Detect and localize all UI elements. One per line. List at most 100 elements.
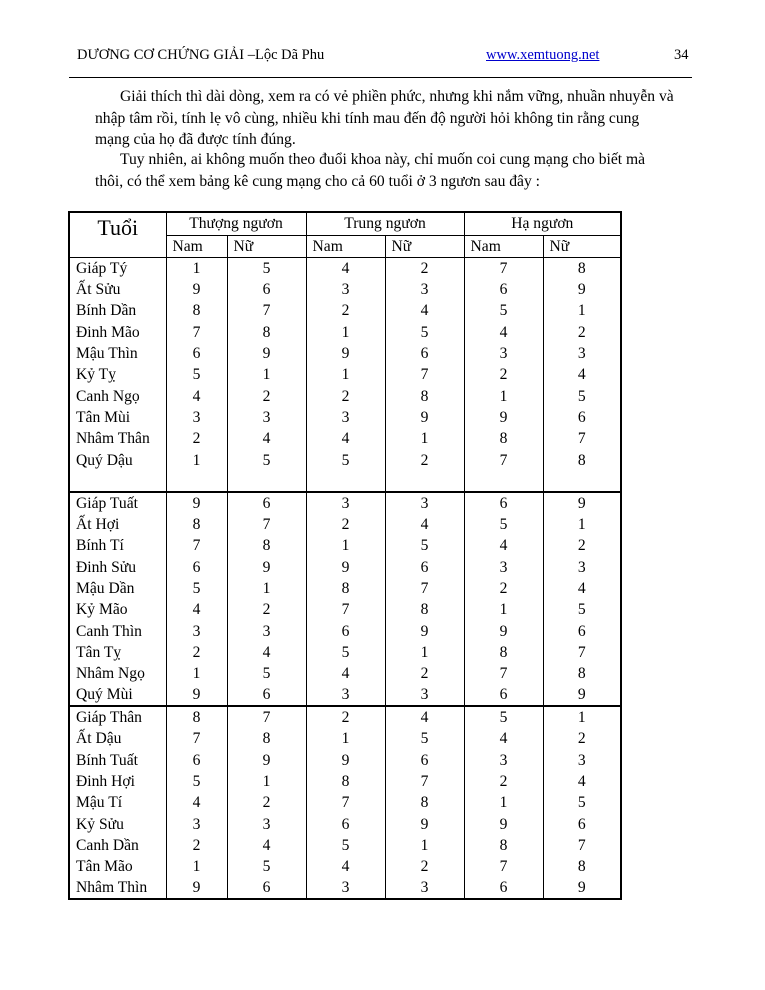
cung-value: 8: [305, 577, 386, 600]
table-row: Quý Dậu 1 5 5 2 7 8: [69, 449, 622, 471]
cung-value: 4: [384, 705, 465, 729]
cung-value: 1: [384, 834, 465, 857]
cung-value: 4: [165, 599, 227, 621]
cung-value: 6: [542, 406, 622, 429]
cung-value: 2: [305, 513, 386, 536]
cung-value: 3: [542, 749, 622, 771]
running-header-title: DƯƠNG CƠ CHỨNG GIẢI –Lộc Dã Phu: [77, 47, 325, 63]
tuoi-name: Nhâm Ngọ: [76, 665, 145, 683]
cung-value: 9: [165, 877, 227, 900]
cung-value: 4: [165, 385, 227, 407]
cung-value: 2: [384, 449, 465, 471]
empty-cell: [305, 470, 386, 492]
tuoi-name: Mậu Tí: [76, 794, 123, 812]
cung-value: 7: [384, 770, 465, 793]
cung-value: 8: [305, 770, 386, 793]
cung-value: 4: [542, 577, 622, 600]
cung-value: 7: [305, 599, 386, 621]
cung-value: 9: [542, 877, 622, 900]
table-row: Giáp Thân 8 7 2 4 5 1: [69, 705, 622, 729]
cung-value: 6: [165, 342, 227, 365]
cung-value: 1: [305, 321, 386, 343]
header-rule: [69, 77, 692, 78]
cung-value: 3: [226, 620, 307, 642]
cung-value: 4: [384, 513, 465, 536]
cung-value: 9: [165, 279, 227, 301]
cung-value: 9: [542, 490, 622, 514]
cung-value: 1: [165, 257, 227, 279]
group-header-ha: Hạ ngươn: [463, 212, 622, 236]
website-link[interactable]: www.xemtuong.net: [486, 47, 600, 63]
cung-value: 7: [542, 641, 622, 664]
cung-value: 8: [165, 513, 227, 536]
tuoi-name: Đinh Sửu: [76, 558, 137, 576]
cung-value: 3: [384, 684, 465, 707]
cung-value: 2: [226, 792, 307, 814]
sub-header-nu: Nữ: [384, 235, 465, 258]
cung-value: 5: [226, 856, 307, 878]
cung-value: 5: [542, 792, 622, 814]
table-row: Tân Mùi 3 3 3 9 9 6: [69, 406, 622, 429]
cung-value: 6: [542, 813, 622, 835]
cung-value: 5: [226, 257, 307, 279]
tuoi-name: Canh Thìn: [76, 622, 142, 640]
cung-value: 7: [165, 728, 227, 750]
cung-mang-table: Tuổi Thượng ngươn Trung ngươn Hạ ngươn N…: [68, 211, 623, 901]
cung-value: 4: [305, 663, 386, 685]
cung-value: 5: [384, 728, 465, 750]
tuoi-name: Ất Dậu: [76, 730, 122, 748]
cung-value: 1: [226, 770, 307, 793]
cung-value: 3: [226, 813, 307, 835]
cung-value: 1: [165, 663, 227, 685]
table-row: Nhâm Thìn 9 6 3 3 6 9: [69, 877, 622, 900]
table-row: Ất Dậu 7 8 1 5 4 2: [69, 728, 622, 750]
cung-value: 1: [226, 364, 307, 386]
cung-value: 7: [463, 449, 544, 471]
cung-value: 3: [305, 877, 386, 900]
cung-value: 8: [226, 728, 307, 750]
table-row: Mậu Dần 5 1 8 7 2 4: [69, 577, 622, 600]
cung-value: 6: [305, 813, 386, 835]
cung-value: 7: [542, 428, 622, 450]
cung-value: 6: [226, 684, 307, 707]
cung-value: 9: [226, 342, 307, 365]
cung-value: 5: [384, 321, 465, 343]
cung-value: 7: [305, 792, 386, 814]
cung-value: 3: [305, 406, 386, 429]
cung-value: 3: [463, 342, 544, 365]
cung-value: 8: [165, 300, 227, 322]
cung-value: 9: [305, 749, 386, 771]
cung-value: 5: [305, 449, 386, 471]
cung-value: 9: [463, 813, 544, 835]
cung-value: 9: [384, 813, 465, 835]
table-row: Canh Thìn 3 3 6 9 9 6: [69, 620, 622, 642]
cung-value: 1: [165, 449, 227, 471]
cung-value: 8: [542, 257, 622, 279]
cung-value: 3: [165, 406, 227, 429]
group-header-trung: Trung ngươn: [305, 212, 465, 236]
cung-value: 2: [305, 385, 386, 407]
cung-value: 5: [226, 449, 307, 471]
tuoi-name: Bính Tuất: [76, 751, 138, 769]
cung-value: 1: [463, 599, 544, 621]
tuoi-name: Tân Mão: [76, 858, 133, 876]
cung-value: 5: [226, 663, 307, 685]
cung-value: 1: [305, 364, 386, 386]
tuoi-name: Đinh Hợi: [76, 773, 135, 791]
table-row: Bính Tuất 6 9 9 6 3 3: [69, 749, 622, 771]
cung-value: 6: [384, 556, 465, 578]
table-row: Bính Tí 7 8 1 5 4 2: [69, 535, 622, 557]
tuoi-name: Giáp Tuất: [69, 490, 166, 514]
table-row: Bính Dần 8 7 2 4 5 1: [69, 300, 622, 322]
table-row: Đinh Sửu 6 9 9 6 3 3: [69, 556, 622, 578]
cung-value: 2: [463, 364, 544, 386]
cung-value: 3: [305, 684, 386, 707]
tuoi-name: Quý Mùi: [76, 686, 133, 704]
group-header-thuong: Thượng ngươn: [165, 212, 307, 236]
table-row: Đinh Mão 7 8 1 5 4 2: [69, 321, 622, 343]
tuoi-name: Giáp Tý: [69, 257, 166, 279]
cung-value: 2: [384, 856, 465, 878]
cung-value: 3: [305, 279, 386, 301]
table-row: Quý Mùi 9 6 3 3 6 9: [69, 684, 622, 707]
table-row: Canh Ngọ 4 2 2 8 1 5: [69, 385, 622, 407]
